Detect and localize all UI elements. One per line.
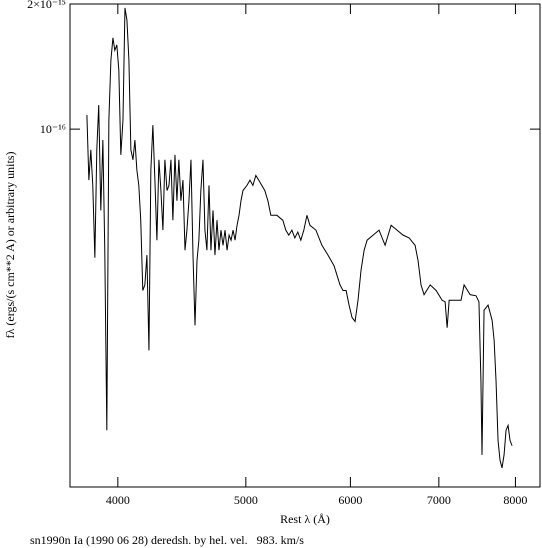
- x-tick-label: 7000: [427, 493, 451, 507]
- y-axis-label: fλ (ergs/(s cm**2 A) or arbitrary units): [3, 152, 17, 339]
- spectrum-line: [86, 7, 513, 469]
- x-tick-label: 6000: [338, 493, 362, 507]
- x-tick-label: 4000: [106, 493, 130, 507]
- y-tick-label: 10⁻¹⁶: [40, 122, 66, 136]
- x-tick-label: 5000: [234, 493, 258, 507]
- x-axis-label: Rest λ (Å): [280, 512, 330, 526]
- y-tick-label: 2×10⁻¹⁵: [27, 0, 66, 11]
- plot-frame: [69, 3, 541, 488]
- x-tick-label: 8000: [503, 493, 527, 507]
- caption: sn1990n Ia (1990 06 28) deredsh. by hel.…: [30, 533, 304, 547]
